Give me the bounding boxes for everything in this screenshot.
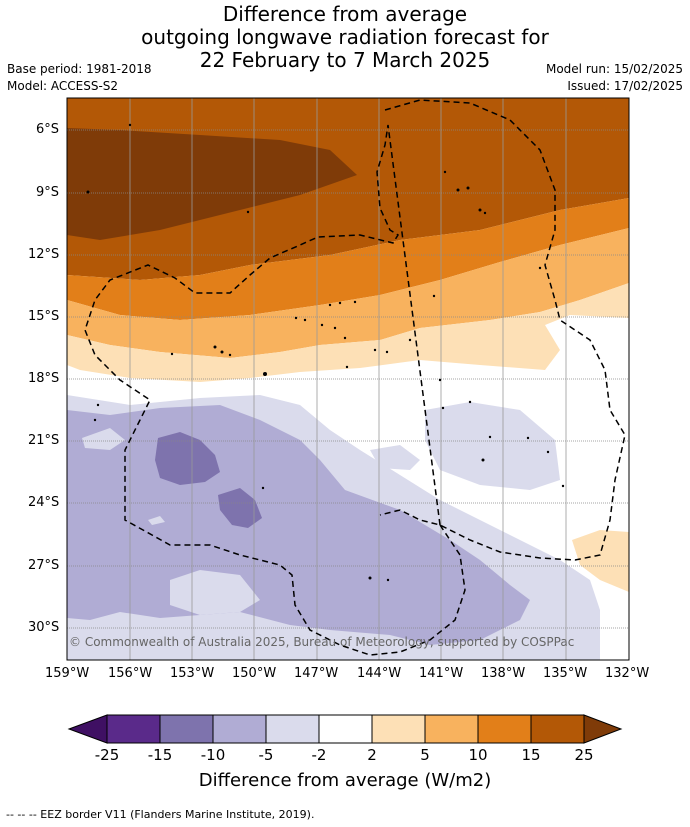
- lon-label-150w: 150°W: [232, 666, 277, 681]
- colorbar-bin-2: [159, 714, 214, 744]
- colorbar-title: Difference from average (W/m2): [198, 770, 492, 791]
- colorbar: [67, 714, 623, 744]
- colorbar-bin-1: [106, 714, 161, 744]
- title-line-1: Difference from average: [222, 2, 468, 26]
- lon-label-132w: 132°W: [605, 666, 650, 681]
- copyright-text: © Commonwealth of Australia 2025, Bureau…: [69, 635, 574, 649]
- colorbar-bin-7: [424, 714, 479, 744]
- issued-date: Issued: 17/02/2025: [567, 79, 683, 93]
- lat-label-15s: 15°S: [28, 309, 60, 324]
- colorbar-bin-5: [318, 714, 373, 744]
- lat-label-12s: 12°S: [28, 247, 60, 262]
- colorbar-bin-4: [265, 714, 320, 744]
- colorbar-label-15: 15: [521, 746, 541, 764]
- colorbar-label-2: 2: [367, 746, 377, 764]
- colorbar-bin-8: [477, 714, 532, 744]
- lon-label-141w: 141°W: [419, 666, 464, 681]
- lon-label-147w: 147°W: [294, 666, 339, 681]
- colorbar-label-10: 10: [468, 746, 488, 764]
- title-line-2: outgoing longwave radiation forecast for: [141, 25, 549, 49]
- colorbar-label-m25: -25: [94, 746, 120, 764]
- eez-legend-note: -- -- -- EEZ border V11 (Flanders Marine…: [6, 808, 315, 821]
- lat-label-18s: 18°S: [28, 371, 60, 386]
- lat-label-30s: 30°S: [28, 620, 60, 635]
- lon-label-159w: 159°W: [45, 666, 90, 681]
- gridlines: [67, 129, 629, 629]
- base-period: Base period: 1981-2018: [7, 62, 152, 76]
- colorbar-label-m10: -10: [200, 746, 226, 764]
- colorbar-label-25: 25: [574, 746, 594, 764]
- lat-label-24s: 24°S: [28, 495, 60, 510]
- lat-label-9s: 9°S: [36, 185, 60, 200]
- lat-label-21s: 21°S: [28, 433, 60, 448]
- title-line-3: 22 February to 7 March 2025: [199, 48, 491, 72]
- model-name: Model: ACCESS-S2: [7, 79, 119, 93]
- colorbar-label-m2: -2: [311, 746, 327, 764]
- colorbar-bin-9: [530, 714, 585, 744]
- lon-label-135w: 135°W: [543, 666, 588, 681]
- lon-label-156w: 156°W: [108, 666, 153, 681]
- eez-border-line: [84, 99, 626, 656]
- colorbar-bin-6: [371, 714, 426, 744]
- model-run: Model run: 15/02/2025: [545, 62, 683, 76]
- lon-label-138w: 138°W: [481, 666, 526, 681]
- colorbar-bin-3: [212, 714, 267, 744]
- lat-label-6s: 6°S: [36, 122, 60, 137]
- colorbar-arrow-low: [67, 714, 108, 744]
- colorbar-arrow-high: [583, 714, 623, 744]
- lon-label-153w: 153°W: [170, 666, 215, 681]
- lon-label-144w: 144°W: [357, 666, 402, 681]
- colorbar-label-5: 5: [420, 746, 430, 764]
- anomaly-field: © Commonwealth of Australia 2025, Bureau…: [67, 98, 629, 660]
- colorbar-label-m15: -15: [147, 746, 173, 764]
- island-marks: [86, 123, 565, 582]
- colorbar-label-m5: -5: [258, 746, 274, 764]
- lat-label-27s: 27°S: [28, 558, 60, 573]
